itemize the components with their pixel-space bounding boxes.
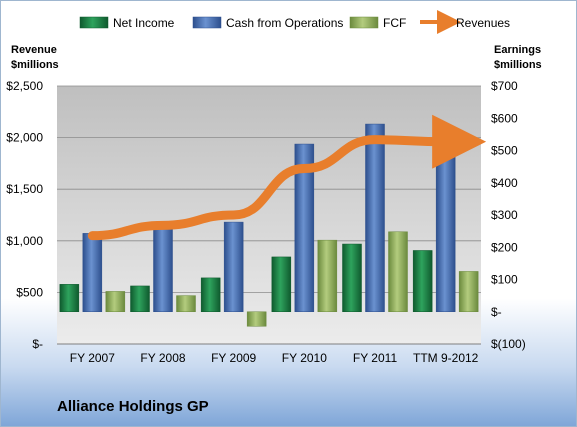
bar-fcf bbox=[458, 271, 479, 312]
left-tick-label: $2,000 bbox=[6, 131, 43, 145]
left-axis-title-line-2: $millions bbox=[11, 59, 59, 71]
bar-cash-from-operations bbox=[435, 127, 456, 312]
right-axis-title-line-2: $millions bbox=[494, 59, 542, 71]
bar-net-income bbox=[200, 277, 221, 313]
bar-cash-from-operations bbox=[82, 233, 103, 313]
right-tick-label: $200 bbox=[491, 240, 518, 254]
x-tick-label: FY 2011 bbox=[353, 351, 398, 365]
right-tick-label: $100 bbox=[491, 273, 518, 287]
right-tick-label: $700 bbox=[491, 79, 518, 93]
x-axis-ticks: FY 2007 FY 2008 FY 2009 FY 2010 FY 2011 TTM 9… bbox=[70, 351, 479, 365]
bar-cash-from-operations bbox=[223, 221, 244, 312]
bar-fcf bbox=[176, 295, 196, 312]
plot-area bbox=[57, 86, 481, 344]
bar-net-income bbox=[271, 256, 292, 312]
bar-cash-from-operations bbox=[153, 227, 173, 313]
left-axis-title-line-1: Revenue bbox=[11, 44, 57, 56]
right-tick-label: $300 bbox=[491, 208, 518, 222]
left-tick-label: $2,500 bbox=[6, 79, 43, 93]
company-name: Alliance Holdings GP bbox=[57, 398, 209, 415]
bar-fcf bbox=[388, 231, 408, 313]
legend: Net Income Cash from Operations FCF Reve… bbox=[79, 10, 510, 34]
legend-label-fcf: FCF bbox=[383, 16, 406, 30]
bar-fcf bbox=[105, 291, 126, 312]
legend-swatch-fcf bbox=[349, 16, 379, 29]
right-tick-label: $600 bbox=[491, 111, 518, 125]
legend-label-revenues: Revenues bbox=[456, 16, 510, 30]
bar-cash-from-operations bbox=[365, 123, 385, 313]
x-tick-label: FY 2010 bbox=[282, 351, 327, 365]
right-tick-label: $- bbox=[491, 305, 502, 319]
left-tick-label: $500 bbox=[16, 285, 43, 299]
x-tick-label: FY 2007 bbox=[70, 351, 115, 365]
x-tick-label: FY 2008 bbox=[140, 351, 185, 365]
bars bbox=[59, 123, 479, 327]
right-tick-label: $400 bbox=[491, 176, 518, 190]
right-tick-label: $(100) bbox=[491, 337, 526, 351]
right-tick-label: $500 bbox=[491, 144, 518, 158]
left-tick-label: $- bbox=[32, 337, 43, 351]
bar-net-income bbox=[130, 285, 150, 313]
x-tick-label: FY 2009 bbox=[211, 351, 256, 365]
left-tick-label: $1,000 bbox=[6, 234, 43, 248]
legend-swatch-net-income bbox=[79, 16, 109, 29]
legend-swatch-cash-from-operations bbox=[192, 16, 222, 29]
x-tick-label: TTM 9-2012 bbox=[413, 351, 479, 365]
left-axis-ticks: $- $500 $1,000 $1,500 $2,000 $2,500 bbox=[6, 79, 43, 351]
bar-net-income bbox=[59, 284, 80, 312]
bar-net-income bbox=[342, 243, 362, 312]
revenues-line-path bbox=[87, 114, 487, 241]
revenues-line bbox=[87, 114, 487, 241]
bar-net-income bbox=[412, 250, 433, 313]
legend-label-net-income: Net Income bbox=[113, 16, 175, 30]
right-axis-ticks: $(100) $- $100 $200 $300 $400 $500 $600 $700 bbox=[491, 79, 526, 351]
bar-cash-from-operations bbox=[294, 143, 315, 312]
left-tick-label: $1,500 bbox=[6, 182, 43, 196]
bar-fcf bbox=[317, 239, 338, 312]
bar-fcf bbox=[246, 311, 267, 327]
legend-label-cash-from-operations: Cash from Operations bbox=[226, 16, 343, 30]
right-axis-title-line-1: Earnings bbox=[494, 44, 541, 56]
